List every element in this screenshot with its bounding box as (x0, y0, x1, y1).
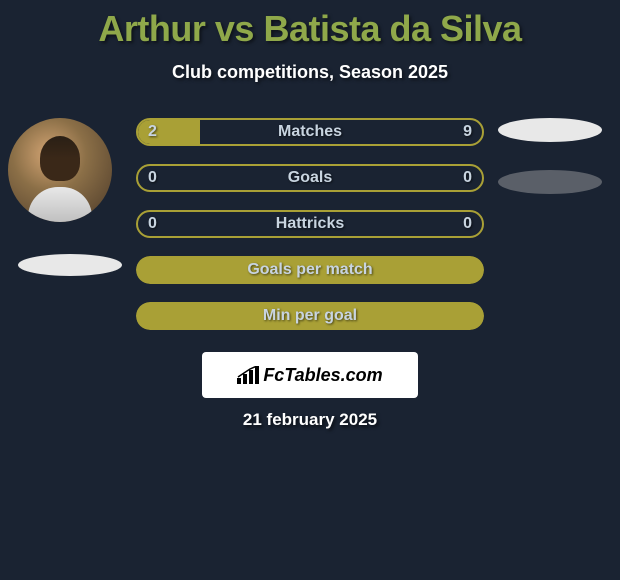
stats-container: 2 Matches 9 0 Goals 0 0 Hattricks 0 Goal… (136, 118, 484, 348)
player-left-pill (18, 254, 122, 276)
player-right-pill-2 (498, 170, 602, 194)
footer-date: 21 february 2025 (243, 410, 377, 430)
stat-bar-hattricks: 0 Hattricks 0 (136, 210, 484, 238)
stat-left-goals: 0 (148, 169, 157, 187)
stat-label-hattricks: Hattricks (276, 215, 344, 233)
stat-bar-mpg: Min per goal (136, 302, 484, 330)
logo-text: FcTables.com (263, 365, 382, 386)
stat-label-gpm: Goals per match (247, 261, 372, 279)
stat-right-matches: 9 (463, 123, 472, 141)
stat-bar-gpm: Goals per match (136, 256, 484, 284)
stat-label-matches: Matches (278, 123, 342, 141)
stat-left-matches: 2 (148, 123, 157, 141)
stat-bar-goals: 0 Goals 0 (136, 164, 484, 192)
player-left-avatar (8, 118, 112, 222)
stat-right-hattricks: 0 (463, 215, 472, 233)
page-subtitle: Club competitions, Season 2025 (0, 62, 620, 83)
stat-left-hattricks: 0 (148, 215, 157, 233)
stat-bar-matches: 2 Matches 9 (136, 118, 484, 146)
player-right-pill-1 (498, 118, 602, 142)
branding-box: FcTables.com (202, 352, 418, 398)
page-title: Arthur vs Batista da Silva (0, 0, 620, 50)
stat-right-goals: 0 (463, 169, 472, 187)
stat-label-mpg: Min per goal (263, 307, 357, 325)
chart-icon (237, 366, 259, 384)
stat-label-goals: Goals (288, 169, 332, 187)
